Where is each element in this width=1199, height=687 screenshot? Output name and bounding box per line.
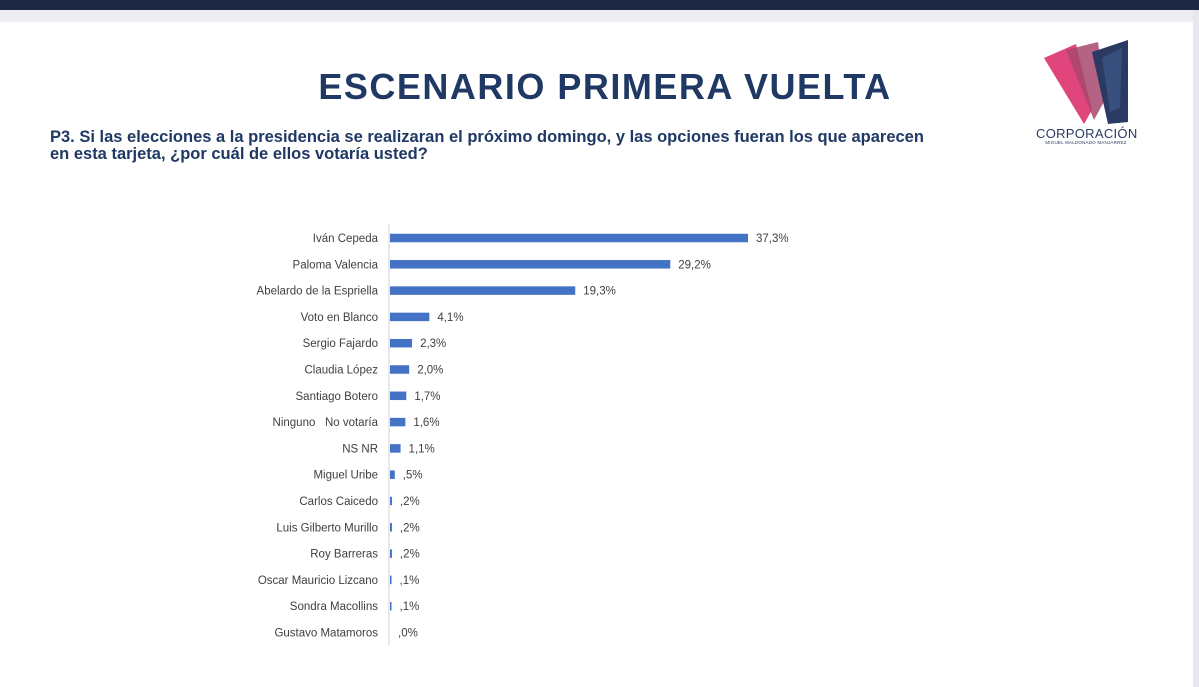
category-label: Ninguno No votaría [273, 417, 379, 429]
value-label: 1,1% [409, 443, 435, 455]
bar [390, 260, 671, 269]
slide-title: ESCENARIO PRIMERA VUELTA [318, 66, 892, 107]
window-edge [1193, 10, 1199, 687]
bar [390, 233, 748, 243]
bar [390, 417, 406, 427]
bar [390, 391, 407, 401]
category-label: Luis Gilberto Murillo [276, 522, 378, 534]
category-label: Paloma Valencia [293, 259, 379, 271]
value-label: ,1% [400, 601, 420, 613]
bar [390, 470, 395, 479]
category-label: Gustavo Matamoros [274, 628, 378, 640]
category-label: Roy Barreras [310, 549, 378, 561]
value-label: ,2% [400, 522, 420, 534]
value-label: ,5% [403, 470, 423, 482]
question-text: P3. Si las elecciones a la presidencia s… [50, 128, 924, 163]
category-label: Oscar Mauricio Lizcano [258, 575, 378, 587]
bar [390, 575, 392, 585]
category-label: Abelardo de la Espriella [257, 286, 379, 298]
category-label: Sondra Macollins [290, 601, 378, 613]
value-label: 29,2% [678, 259, 711, 271]
category-label: Carlos Caicedo [299, 496, 378, 508]
value-label: 2,0% [417, 365, 443, 377]
category-label: Voto en Blanco [301, 312, 378, 324]
value-label: ,2% [400, 496, 420, 508]
bar [390, 601, 392, 611]
bar [390, 365, 410, 374]
bar [390, 549, 392, 558]
value-label: 1,7% [414, 391, 440, 403]
value-label: 4,1% [437, 312, 463, 324]
logo-name: CORPORACIÓN [1036, 126, 1138, 141]
bar [390, 286, 576, 295]
corporation-logo [1044, 40, 1128, 124]
category-label: Miguel Uribe [313, 470, 378, 482]
bar [390, 523, 392, 532]
logo-blue-light-shape [1102, 48, 1122, 112]
logo-subtitle: MIGUEL MALDONADO MANJARREZ [1045, 140, 1127, 145]
bar [390, 338, 413, 348]
category-label: Iván Cepeda [313, 233, 379, 245]
category-label: NS NR [342, 443, 378, 455]
value-label: ,2% [400, 549, 420, 561]
value-label: ,1% [400, 575, 420, 587]
value-label: 1,6% [413, 417, 439, 429]
category-label: Santiago Botero [296, 391, 378, 403]
bar [390, 496, 392, 506]
value-label: 2,3% [420, 338, 446, 350]
category-label: Claudia López [304, 365, 378, 377]
value-label: 37,3% [756, 233, 789, 245]
bar [390, 444, 401, 453]
slide [0, 22, 1193, 687]
bar [390, 312, 430, 322]
category-label: Sergio Fajardo [303, 338, 378, 350]
value-label: ,0% [398, 628, 418, 640]
top-bar [0, 0, 1199, 10]
value-label: 19,3% [583, 286, 616, 298]
